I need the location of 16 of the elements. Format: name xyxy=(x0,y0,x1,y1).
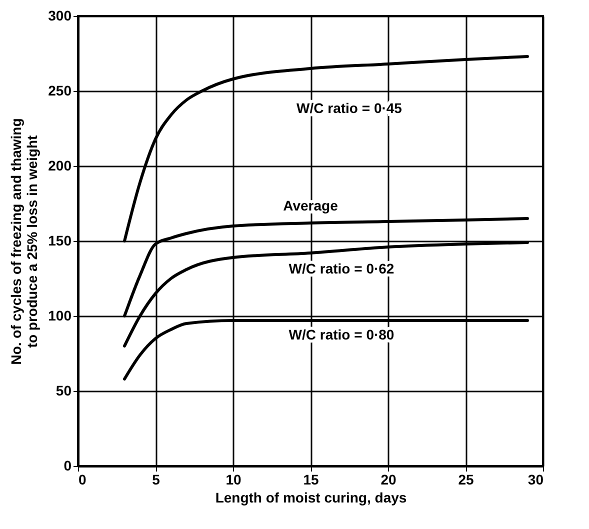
y-tick-label: 150 xyxy=(48,232,72,248)
y-tick-label: 300 xyxy=(48,8,72,24)
x-tick-label: 30 xyxy=(528,472,544,488)
x-tick-label: 0 xyxy=(78,472,86,488)
y-tick-label: 250 xyxy=(48,82,72,98)
y-tick-label: 50 xyxy=(56,382,72,398)
y-axis-title: No. of cycles of freezing and thawing to produce a 25% loss in weight xyxy=(8,118,40,365)
y-tick-label: 200 xyxy=(48,158,72,174)
x-tick-label: 5 xyxy=(152,472,160,488)
x-tick-label: 25 xyxy=(458,472,474,488)
x-tick-label: 20 xyxy=(380,472,396,488)
x-tick-label: 15 xyxy=(303,472,319,488)
y-tick-label: 100 xyxy=(48,308,72,324)
y-tick-label: 0 xyxy=(64,458,72,474)
x-tick-label: 10 xyxy=(226,472,242,488)
x-axis-title: Length of moist curing, days xyxy=(215,490,407,506)
